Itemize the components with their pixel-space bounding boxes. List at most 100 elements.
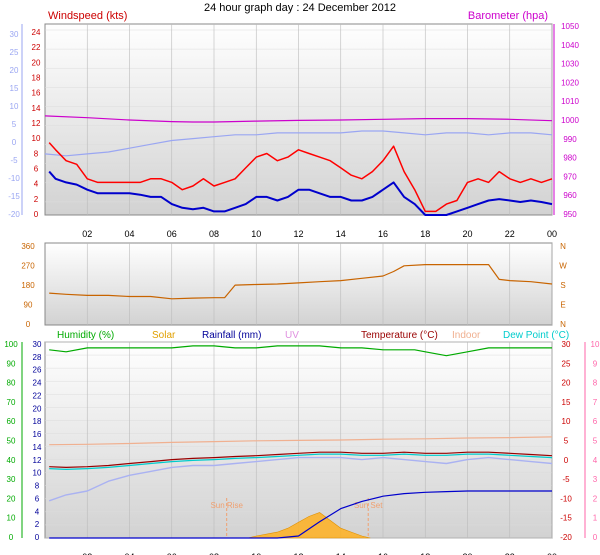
legend-entry: Humidity (%) [57,330,114,341]
wind-chill-tick: 25 [10,48,19,57]
humidity-tick: 0 [9,533,14,542]
windspeed-tick: 6 [34,165,39,174]
rainfall-tick: 12 [33,456,42,465]
barometer-tick: 960 [563,191,577,200]
compass-label: W [559,262,567,271]
windspeed-tick: 18 [32,74,41,83]
temperature-x-tick: 08 [209,552,219,555]
humidity-tick: 20 [7,494,16,503]
wind-chill-tick: -20 [8,210,20,219]
uv-tick: 1 [593,514,598,523]
wind-x-tick: 10 [251,229,261,239]
wind-x-tick: 16 [378,229,388,239]
uv-tick: 5 [593,437,598,446]
solar-area [247,512,371,539]
uv-tick: 0 [593,533,598,542]
rainfall-tick: 10 [33,469,42,478]
humidity-tick: 10 [7,514,16,523]
windspeed-tick: 14 [32,104,41,113]
rainfall-tick: 16 [33,430,42,439]
windspeed-tick: 24 [32,28,41,37]
legend-entry: Indoor [452,330,481,341]
legend-entry: UV [285,330,299,341]
humidity-line [49,345,552,357]
wind-x-tick: 08 [209,229,219,239]
windspeed-line [48,170,553,216]
temperature-tick: -10 [560,494,572,503]
rainfall-line [49,490,552,539]
temperature-tick: 0 [564,456,569,465]
barometer-tick: 1020 [561,78,579,87]
rainfall-tick: 14 [33,443,42,452]
wind-chill-tick: 0 [12,138,17,147]
temperature-x-tick: 14 [336,552,346,555]
humidity-tick: 40 [7,456,16,465]
temperature-tick: -20 [560,533,572,542]
rainfall-tick: 8 [35,482,40,491]
dew-point-line [49,453,553,470]
direction-tick: 0 [26,320,31,329]
rainfall-tick: 2 [35,520,40,529]
uv-tick: 4 [593,456,598,465]
barometer-tick: 1000 [561,116,579,125]
legend-entry: Temperature (°C) [361,330,438,341]
direction-tick: 270 [21,262,35,271]
barometer-tick: 1050 [561,22,579,31]
humidity-tick: 80 [7,379,16,388]
compass-label: N [560,242,566,251]
indoor-temperature-line [49,436,553,446]
barometer-tick: 990 [563,135,577,144]
humidity-tick: 70 [7,398,16,407]
compass-label: E [560,301,565,310]
windspeed-tick: 22 [32,43,41,52]
uv-tick: 2 [593,494,598,503]
wind-chill-tick: 30 [10,30,19,39]
legend-entry: Rainfall (mm) [202,330,261,341]
temperature-tick: 10 [562,417,571,426]
legend-entry: Solar [152,330,176,341]
humidity-tick: 90 [7,359,16,368]
temperature-x-tick: 12 [293,552,303,555]
uv-tick: 7 [593,398,598,407]
rainfall-tick: 18 [33,417,42,426]
temperature-tick: 15 [562,398,571,407]
humidity-tick: 60 [7,417,16,426]
temperature-tick: 30 [562,340,571,349]
wind-x-tick: 02 [82,229,92,239]
windspeed-tick: 4 [34,180,39,189]
windspeed-tick: 12 [32,119,41,128]
wind-x-tick: 20 [462,229,472,239]
wind-chill-tick: 5 [12,120,17,129]
barometer-tick: 1010 [561,97,579,106]
temperature-tick: 5 [564,437,569,446]
compass-label: S [560,281,565,290]
wind-x-tick: 00 [547,229,557,239]
wind-x-tick: 12 [293,229,303,239]
rainfall-tick: 24 [33,379,42,388]
windspeed-title: Windspeed (kts) [48,10,127,22]
direction-tick: 360 [21,242,35,251]
temperature-x-tick: 18 [420,552,430,555]
wind-chill-line [44,130,553,157]
humidity-tick: 30 [7,475,16,484]
sun-marker-label: Sun Set [354,501,383,510]
uv-tick: 9 [593,359,598,368]
barometer-tick: 950 [563,210,577,219]
windspeed-tick: 2 [34,195,39,204]
temperature-line [49,451,553,468]
barometer-tick: 1030 [561,60,579,69]
wind-chill-tick: 20 [10,66,19,75]
temperature-tick: -15 [560,514,572,523]
wind-chill-tick: -15 [8,192,20,201]
compass-label: N [560,320,566,329]
wind-x-tick: 18 [420,229,430,239]
temperature-x-tick: 10 [251,552,261,555]
wind-chill-tick: -10 [8,174,20,183]
wind-chill-temperature-line [48,456,553,502]
wind-x-tick: 04 [124,229,134,239]
barometer-tick: 980 [563,154,577,163]
temperature-x-tick: 04 [124,552,134,555]
gust-line [48,142,553,213]
